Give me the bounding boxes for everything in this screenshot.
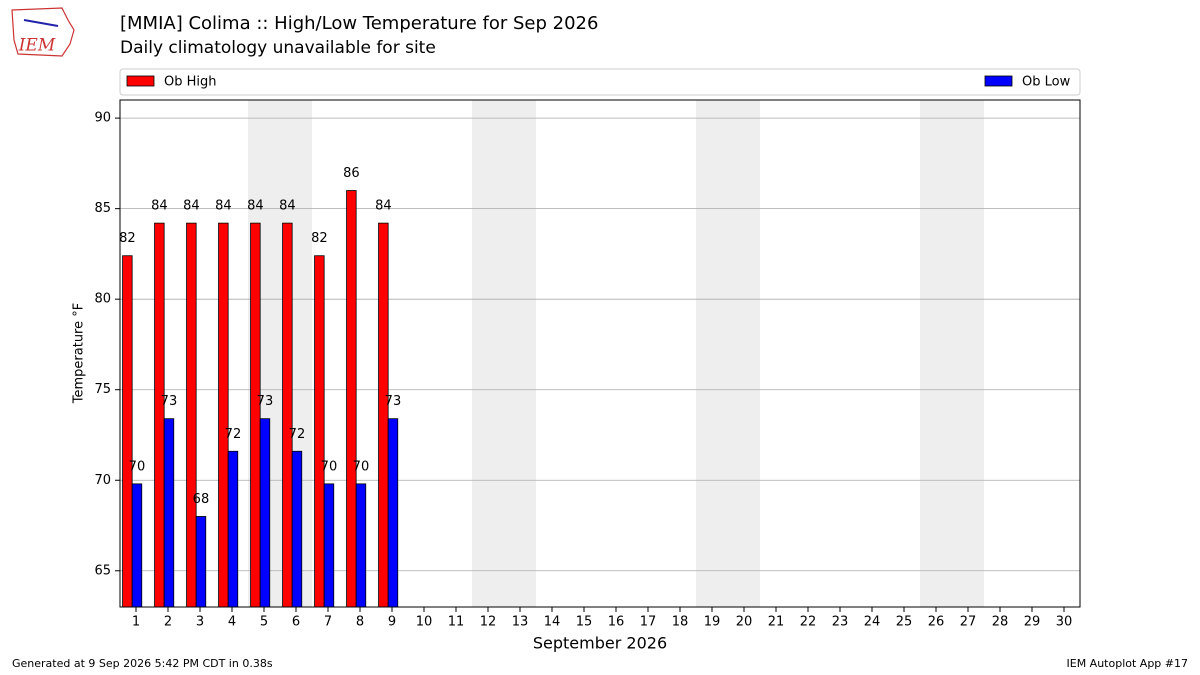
chart-subtitle: Daily climatology unavailable for site [120, 38, 436, 58]
footer-right: IEM Autoplot App #17 [1067, 657, 1189, 670]
data-label: 82 [119, 231, 136, 246]
data-label: 70 [353, 459, 370, 474]
x-tick-label: 24 [864, 615, 881, 630]
data-label: 84 [215, 199, 232, 214]
legend-label: Ob Low [1022, 75, 1071, 90]
x-tick-label: 15 [576, 615, 593, 630]
bar [131, 483, 143, 608]
x-tick-label: 12 [480, 615, 497, 630]
data-label: 84 [183, 199, 200, 214]
bar [323, 483, 335, 608]
x-tick-label: 21 [768, 615, 785, 630]
bar [218, 222, 229, 608]
logo-text: IEM [18, 36, 56, 56]
y-tick-label: 70 [94, 473, 111, 488]
legend-box [119, 68, 1081, 96]
chart-title: [MMIA] Colima :: High/Low Temperature fo… [120, 13, 598, 34]
data-label: 84 [151, 199, 168, 214]
data-label: 84 [279, 199, 296, 214]
legend-label: Ob High [164, 75, 217, 90]
bar [314, 255, 325, 608]
data-label: 82 [311, 231, 328, 246]
y-tick-label: 85 [94, 201, 111, 216]
data-label: 72 [289, 427, 306, 442]
x-tick-label: 27 [960, 615, 977, 630]
x-tick-label: 9 [388, 615, 396, 630]
bar [154, 222, 165, 608]
y-tick-label: 75 [94, 382, 111, 397]
logo: IEM [11, 7, 75, 57]
x-tick-label: 16 [608, 615, 625, 630]
plot-frame [119, 99, 1081, 608]
bar [122, 255, 133, 608]
x-tick-label: 2 [164, 615, 172, 630]
x-tick-label: 14 [544, 615, 561, 630]
bar [186, 222, 197, 608]
data-label: 68 [193, 492, 210, 507]
data-label: 73 [161, 394, 178, 409]
data-label: 84 [375, 199, 392, 214]
x-tick-label: 11 [448, 615, 465, 630]
bar [163, 418, 175, 608]
footer-left: Generated at 9 Sep 2026 5:42 PM CDT in 0… [12, 657, 273, 670]
x-tick-label: 17 [640, 615, 657, 630]
data-label: 84 [247, 199, 264, 214]
x-tick-label: 18 [672, 615, 689, 630]
logo-line [23, 19, 59, 27]
bar [387, 418, 399, 608]
y-tick-label: 90 [94, 111, 111, 126]
data-label: 73 [385, 394, 402, 409]
x-tick-label: 1 [132, 615, 140, 630]
bar [282, 222, 293, 608]
x-tick-label: 19 [704, 615, 721, 630]
x-tick-label: 20 [736, 615, 753, 630]
y-tick-label: 80 [94, 292, 111, 307]
x-tick-label: 23 [832, 615, 849, 630]
x-tick-label: 13 [512, 615, 529, 630]
data-label: 86 [343, 166, 360, 181]
bar [250, 222, 261, 608]
x-tick-label: 3 [196, 615, 204, 630]
x-tick-label: 8 [356, 615, 364, 630]
weekend-shade [728, 100, 760, 607]
x-axis-label: September 2026 [533, 634, 667, 653]
data-label: 70 [321, 459, 338, 474]
data-label: 70 [129, 459, 146, 474]
x-tick-label: 25 [896, 615, 913, 630]
data-label: 72 [225, 427, 242, 442]
bar [227, 450, 239, 608]
weekend-shade [472, 100, 504, 607]
weekend-shade [504, 100, 536, 607]
weekend-shade [920, 100, 952, 607]
weekend-shade [696, 100, 728, 607]
bar [378, 222, 389, 608]
legend-swatch [126, 75, 155, 87]
weekend-shade [952, 100, 984, 607]
y-axis-label: Temperature °F [72, 303, 87, 404]
x-tick-label: 30 [1056, 615, 1073, 630]
x-tick-label: 6 [292, 615, 300, 630]
x-tick-label: 22 [800, 615, 817, 630]
legend-swatch [984, 75, 1013, 87]
data-label: 73 [257, 394, 274, 409]
y-tick-label: 65 [94, 563, 111, 578]
x-tick-label: 26 [928, 615, 945, 630]
bar [259, 418, 271, 608]
bar [195, 516, 207, 608]
x-tick-label: 7 [324, 615, 332, 630]
bar [355, 483, 367, 608]
bar [346, 190, 357, 608]
x-tick-label: 28 [992, 615, 1009, 630]
x-tick-label: 4 [228, 615, 236, 630]
x-tick-label: 5 [260, 615, 268, 630]
x-tick-label: 10 [416, 615, 433, 630]
bar [291, 450, 303, 608]
x-tick-label: 29 [1024, 615, 1041, 630]
